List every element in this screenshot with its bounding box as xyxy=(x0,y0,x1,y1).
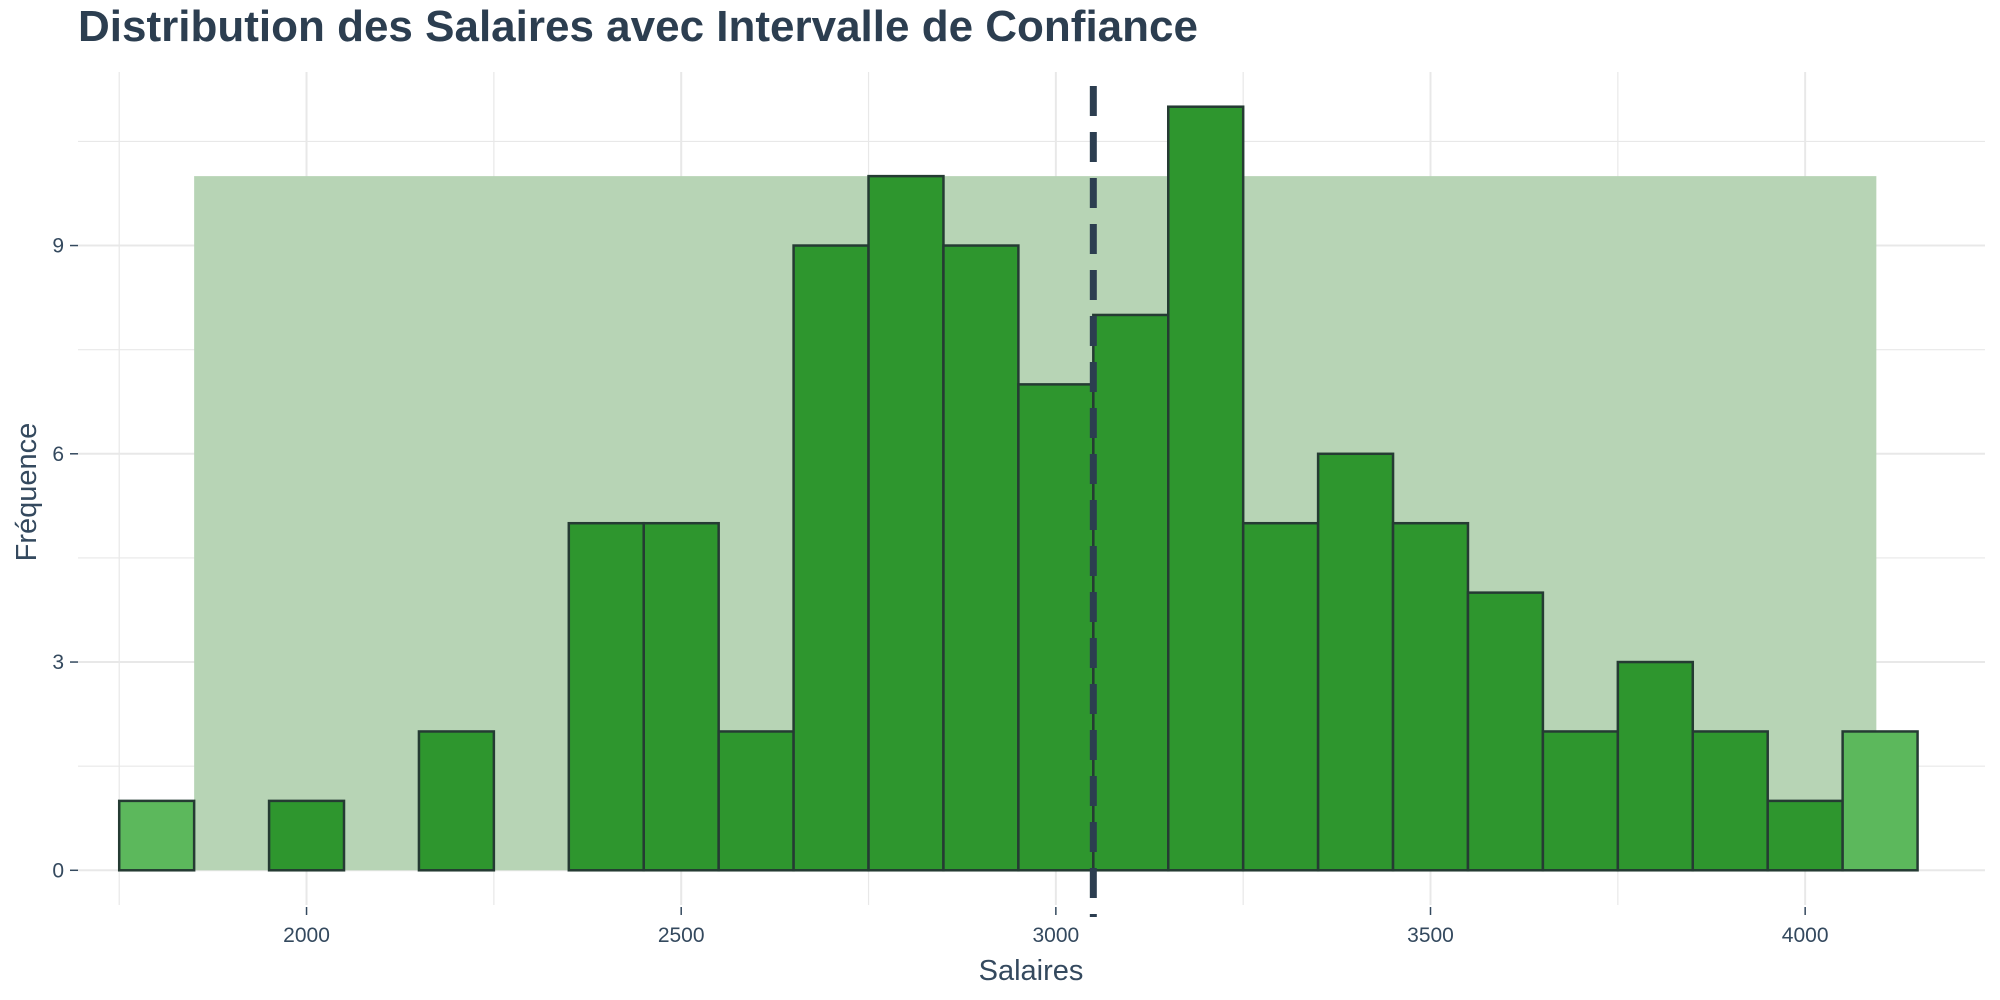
y-tick-label: 3 xyxy=(52,651,64,674)
histogram-bar xyxy=(1391,521,1470,872)
x-tick-label: 3000 xyxy=(1032,924,1079,947)
bar-layer xyxy=(117,105,1919,872)
x-axis-title: Salaires xyxy=(979,955,1084,987)
histogram-bar xyxy=(117,799,196,872)
histogram-bar xyxy=(417,730,496,872)
x-tick-label: 3500 xyxy=(1407,924,1454,947)
y-tick-label: 9 xyxy=(52,235,64,258)
histogram-bar xyxy=(1316,452,1395,872)
histogram-bar xyxy=(942,244,1020,872)
axis-layer: 2000 2500 3000 3500 4000 0 3 6 9 xyxy=(52,235,1828,947)
histogram-bar xyxy=(267,799,346,872)
histogram-bar xyxy=(642,521,720,872)
histogram-bar xyxy=(1541,730,1620,872)
histogram-bar xyxy=(1616,660,1695,872)
histogram-bar xyxy=(717,730,795,872)
histogram-bar xyxy=(1841,730,1919,872)
x-tick-label: 4000 xyxy=(1782,924,1829,947)
x-tick-label: 2000 xyxy=(283,924,330,947)
histogram-bar xyxy=(1241,521,1320,872)
histogram-bar xyxy=(867,174,945,872)
chart-title: Distribution des Salaires avec Intervall… xyxy=(78,2,1198,51)
histogram-bar xyxy=(1017,383,1095,872)
histogram-bar xyxy=(567,521,645,872)
histogram-bar xyxy=(1766,799,1844,872)
histogram-bar xyxy=(1092,313,1170,872)
y-tick-label: 6 xyxy=(52,443,64,466)
y-axis-title: Fréquence xyxy=(11,423,43,562)
y-tick-label: 0 xyxy=(52,859,64,882)
histogram-bar xyxy=(1166,105,1245,872)
histogram-bar xyxy=(1466,591,1545,872)
histogram-bar xyxy=(1691,730,1769,872)
histogram-bar xyxy=(792,244,870,872)
x-tick-label: 2500 xyxy=(658,924,705,947)
